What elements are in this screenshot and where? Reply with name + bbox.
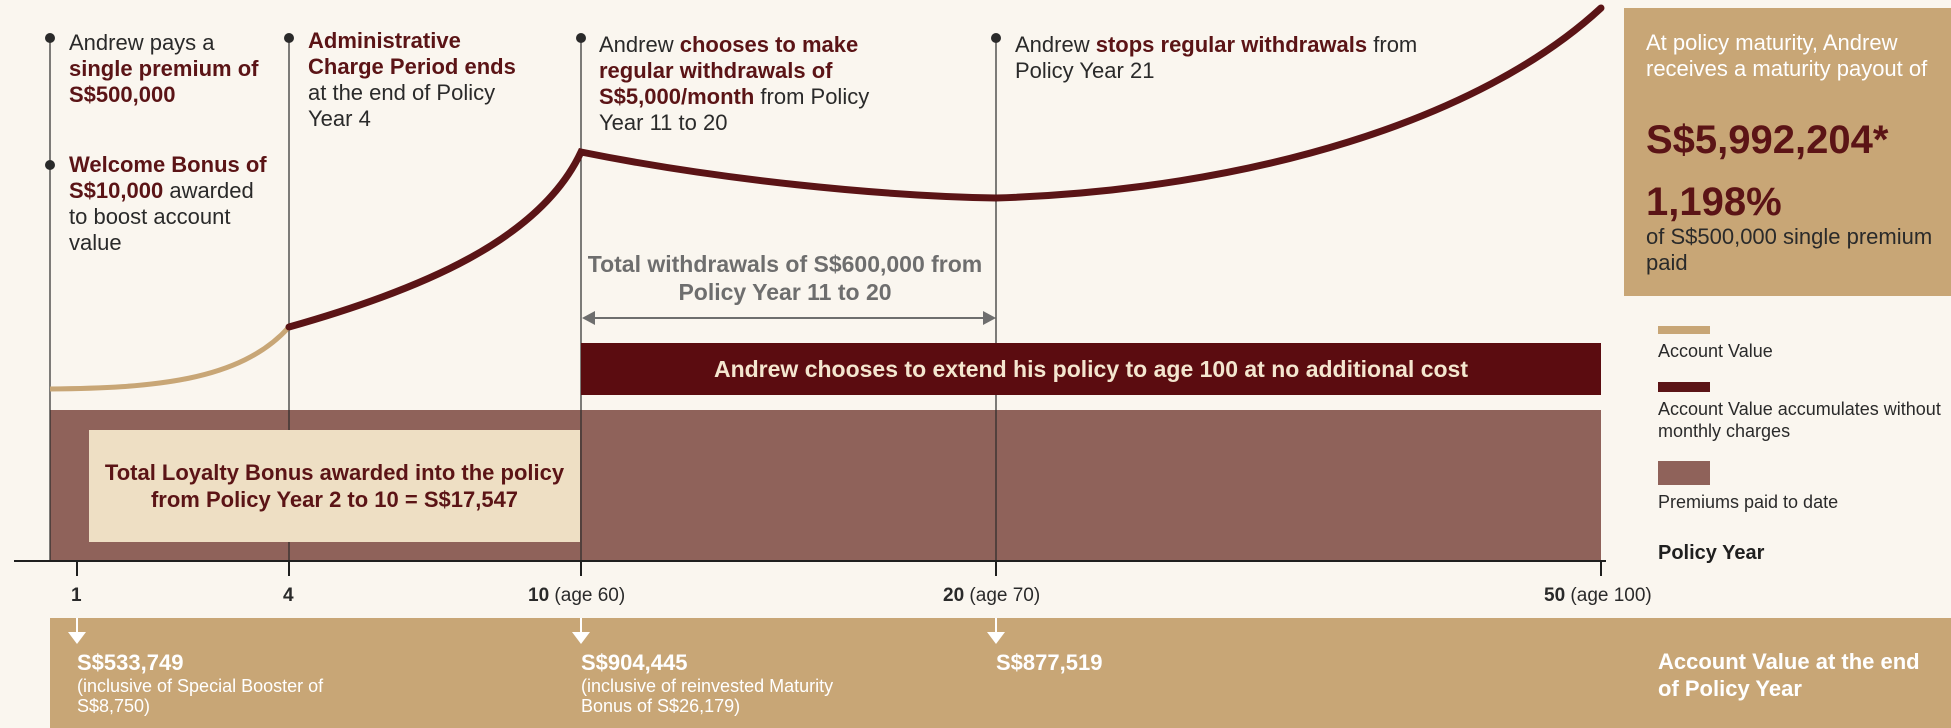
policy-year-axis-title: Policy Year <box>1658 542 1765 564</box>
event-dot-withdraw-stop <box>991 33 1001 43</box>
legend-label-account-value-no-charges: Account Value accumulates without monthl… <box>1658 399 1941 441</box>
account-value-year1-note: (inclusive of Special Booster of S$8,750… <box>77 676 324 716</box>
legend-label-account-value: Account Value <box>1658 341 1773 361</box>
account-value-year20: S$877,519 <box>996 650 1103 675</box>
arrow-down-icon <box>572 618 590 644</box>
tick-label-10: 10 (age 60) <box>528 585 625 607</box>
event-dot-withdraw-start <box>576 33 586 43</box>
arrow-right-head <box>983 311 996 325</box>
withdraw-start-pre: Andrew <box>599 32 674 57</box>
withdraw-start-annotation: Andrew chooses to make regular withdrawa… <box>599 32 919 136</box>
welcome-bold: Welcome Bonus of S$10,000 <box>69 152 267 203</box>
arrow-down-icon <box>68 618 86 644</box>
maturity-intro: At policy maturity, Andrew receives a ma… <box>1646 30 1928 81</box>
account-value-arrows <box>68 618 1005 644</box>
tick-age-20: (age 70) <box>969 585 1041 606</box>
legend-swatch-premiums-paid <box>1658 461 1710 485</box>
tick-age-50: (age 100) <box>1570 585 1652 606</box>
loyalty-bonus-box: Total Loyalty Bonus awarded into the pol… <box>89 430 580 542</box>
admin-bold: Administrative Charge Period ends <box>308 28 516 79</box>
legend-swatch-account-value <box>1658 326 1710 334</box>
tick-year-4: 4 <box>283 585 294 606</box>
maturity-percent: 1,198% <box>1646 180 1782 224</box>
admin-post: at the end of Policy Year 4 <box>308 80 496 131</box>
welcome-post: awarded to boost account value <box>69 178 254 255</box>
tick-label-1: 1 <box>71 585 82 607</box>
extend-policy-text: Andrew chooses to extend his policy to a… <box>713 355 1469 382</box>
account-value-year10: S$904,445 <box>581 650 688 675</box>
event-dot-premium <box>45 33 55 43</box>
withdraw-stop-pre: Andrew <box>1015 32 1090 57</box>
tick-label-4: 4 <box>283 585 294 607</box>
tick-year-10: 10 <box>528 585 550 606</box>
tick-label-50: 50 (age 100) <box>1544 585 1652 607</box>
maturity-payout-box: At policy maturity, Andrew receives a ma… <box>1624 8 1951 296</box>
arrow-left-head <box>582 311 595 325</box>
withdraw-start-bold: chooses to make regular withdrawals of S… <box>599 32 859 109</box>
maturity-of-text: of S$500,000 single premium paid <box>1646 224 1933 275</box>
event-dot-admin <box>284 33 294 43</box>
event-dot-welcome <box>45 160 55 170</box>
withdraw-stop-annotation: Andrew stops regular withdrawals from Po… <box>1015 32 1435 84</box>
account-value-band-title: Account Value at the end of Policy Year <box>1658 649 1920 701</box>
withdrawals-total-label: Total withdrawals of S$600,000 from Poli… <box>587 251 983 305</box>
maturity-amount: S$5,992,204* <box>1646 118 1889 162</box>
loyalty-bonus-text: Total Loyalty Bonus awarded into the pol… <box>104 460 565 512</box>
tick-year-50: 50 <box>1544 585 1566 606</box>
account-value-curve-dark <box>285 4 1605 331</box>
tick-label-20: 20 (age 70) <box>943 585 1040 607</box>
account-value-year1: S$533,749 <box>77 650 184 675</box>
withdraw-stop-post: from Policy Year 21 <box>1015 32 1418 83</box>
welcome-annotation: Welcome Bonus of S$10,000 awarded to boo… <box>69 152 269 256</box>
account-value-year10-note: (inclusive of reinvested Maturity Bonus … <box>581 676 834 716</box>
legend-label-premiums-paid: Premiums paid to date <box>1658 492 1839 512</box>
withdraw-stop-bold: stops regular withdrawals <box>1095 32 1368 57</box>
tick-age-10: (age 60) <box>554 585 626 606</box>
tick-year-20: 20 <box>943 585 965 606</box>
account-value-curve-light <box>49 325 291 392</box>
extend-policy-bar: Andrew chooses to extend his policy to a… <box>581 343 1601 395</box>
admin-annotation: Administrative Charge Period ends at the… <box>308 28 538 132</box>
legend-swatch-account-value-no-charges <box>1658 382 1710 392</box>
withdraw-start-post: from Policy Year 11 to 20 <box>599 84 870 135</box>
premium-annotation: Andrew pays a single premium of S$500,00… <box>69 30 259 108</box>
premium-bold: single premium of S$500,000 <box>69 56 259 107</box>
tick-year-1: 1 <box>71 585 82 606</box>
arrow-down-icon <box>987 618 1005 644</box>
premium-pre: Andrew pays a <box>69 30 215 55</box>
